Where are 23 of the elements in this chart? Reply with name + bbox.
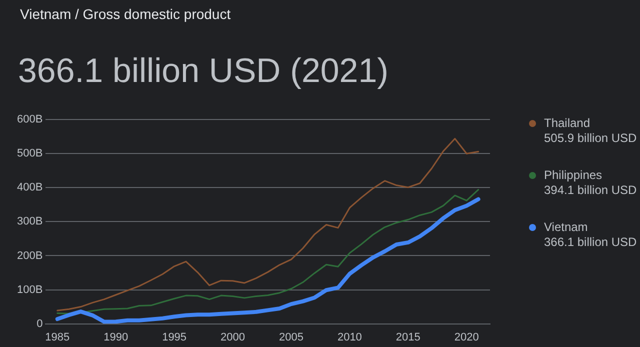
y-tick-label: 100B: [16, 284, 43, 296]
x-tick-label: 2010: [337, 331, 362, 344]
y-tick-label: 200B: [16, 250, 43, 262]
y-tick-label: 300B: [16, 216, 43, 228]
chart-title: 366.1 billion USD (2021): [18, 52, 388, 91]
chart-subtitle: Vietnam / Gross domestic product: [20, 6, 231, 22]
legend-label: Vietnam: [544, 220, 589, 235]
legend-label: Philippines: [544, 168, 604, 183]
x-tick-label: 2000: [220, 331, 246, 344]
y-tick-label: 600B: [16, 114, 43, 126]
text: 505.9 billion USD: [544, 131, 638, 146]
x-tick-label: 2020: [454, 331, 479, 344]
x-tick-label: 1990: [104, 331, 128, 344]
y-tick-label: 0: [36, 318, 43, 330]
x-tick-label: 1985: [45, 331, 70, 344]
legend-label: Thailand: [544, 116, 592, 131]
x-tick-label: 2005: [278, 331, 304, 344]
y-tick-label: 500B: [16, 148, 43, 160]
x-tick-label: 2015: [396, 331, 420, 344]
text: 366.1 billion USD: [544, 235, 638, 250]
y-tick-label: 400B: [16, 182, 43, 194]
x-tick-label: 1995: [162, 331, 187, 344]
text: 394.1 billion USD: [544, 183, 638, 198]
